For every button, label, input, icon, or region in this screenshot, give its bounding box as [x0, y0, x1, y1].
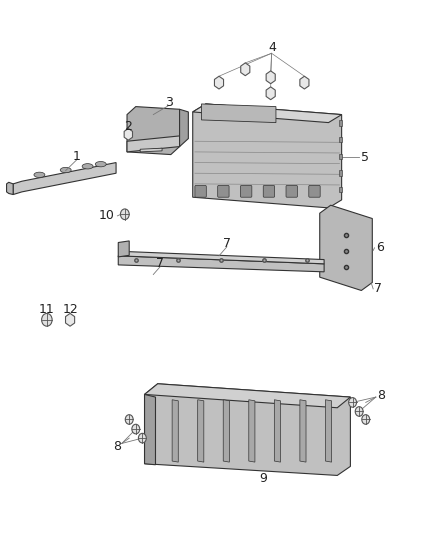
FancyBboxPatch shape — [195, 185, 206, 197]
Circle shape — [125, 415, 133, 424]
Polygon shape — [223, 400, 230, 462]
Polygon shape — [127, 136, 180, 152]
Text: 9: 9 — [259, 472, 267, 484]
Polygon shape — [266, 87, 275, 100]
Text: 8: 8 — [377, 389, 385, 402]
Polygon shape — [145, 384, 350, 475]
Polygon shape — [325, 400, 332, 462]
FancyBboxPatch shape — [339, 187, 342, 192]
Polygon shape — [140, 148, 162, 152]
Polygon shape — [172, 400, 178, 462]
Circle shape — [42, 313, 52, 326]
Polygon shape — [13, 163, 116, 195]
Polygon shape — [118, 256, 324, 272]
Text: 7: 7 — [374, 282, 382, 295]
Text: 1: 1 — [73, 150, 81, 163]
Circle shape — [362, 415, 370, 424]
Circle shape — [132, 424, 140, 434]
Polygon shape — [201, 104, 276, 123]
Polygon shape — [66, 313, 74, 326]
Circle shape — [355, 407, 363, 416]
Polygon shape — [215, 76, 223, 89]
Ellipse shape — [60, 167, 71, 173]
Polygon shape — [241, 63, 250, 76]
FancyBboxPatch shape — [339, 154, 342, 159]
Polygon shape — [145, 394, 155, 465]
Polygon shape — [300, 76, 309, 89]
Polygon shape — [193, 104, 342, 123]
FancyBboxPatch shape — [263, 185, 275, 197]
FancyBboxPatch shape — [339, 120, 342, 126]
Text: 6: 6 — [376, 241, 384, 254]
Text: 2: 2 — [124, 120, 132, 133]
Polygon shape — [274, 400, 280, 462]
Text: 4: 4 — [268, 42, 276, 54]
Text: 7: 7 — [223, 237, 231, 250]
Text: 5: 5 — [361, 151, 369, 164]
FancyBboxPatch shape — [218, 185, 229, 197]
Text: 12: 12 — [62, 303, 78, 316]
Ellipse shape — [82, 164, 93, 169]
Polygon shape — [198, 400, 204, 462]
Ellipse shape — [95, 161, 106, 167]
Text: 8: 8 — [113, 440, 121, 453]
Polygon shape — [180, 109, 188, 147]
Text: 11: 11 — [39, 303, 55, 316]
Text: 3: 3 — [165, 96, 173, 109]
FancyBboxPatch shape — [309, 185, 320, 197]
Polygon shape — [124, 128, 133, 140]
Polygon shape — [300, 400, 306, 462]
Polygon shape — [7, 182, 13, 195]
Circle shape — [349, 398, 357, 407]
Polygon shape — [118, 252, 324, 264]
Polygon shape — [118, 241, 129, 257]
Text: 7: 7 — [156, 257, 164, 270]
Polygon shape — [145, 384, 350, 408]
Polygon shape — [249, 400, 255, 462]
Ellipse shape — [34, 172, 45, 177]
Polygon shape — [266, 71, 275, 84]
FancyBboxPatch shape — [240, 185, 252, 197]
FancyBboxPatch shape — [286, 185, 297, 197]
Text: 10: 10 — [99, 209, 115, 222]
FancyBboxPatch shape — [339, 137, 342, 142]
Polygon shape — [193, 104, 342, 208]
Polygon shape — [127, 107, 180, 155]
Circle shape — [138, 433, 146, 443]
Polygon shape — [320, 205, 372, 290]
Circle shape — [120, 209, 129, 220]
FancyBboxPatch shape — [339, 171, 342, 176]
